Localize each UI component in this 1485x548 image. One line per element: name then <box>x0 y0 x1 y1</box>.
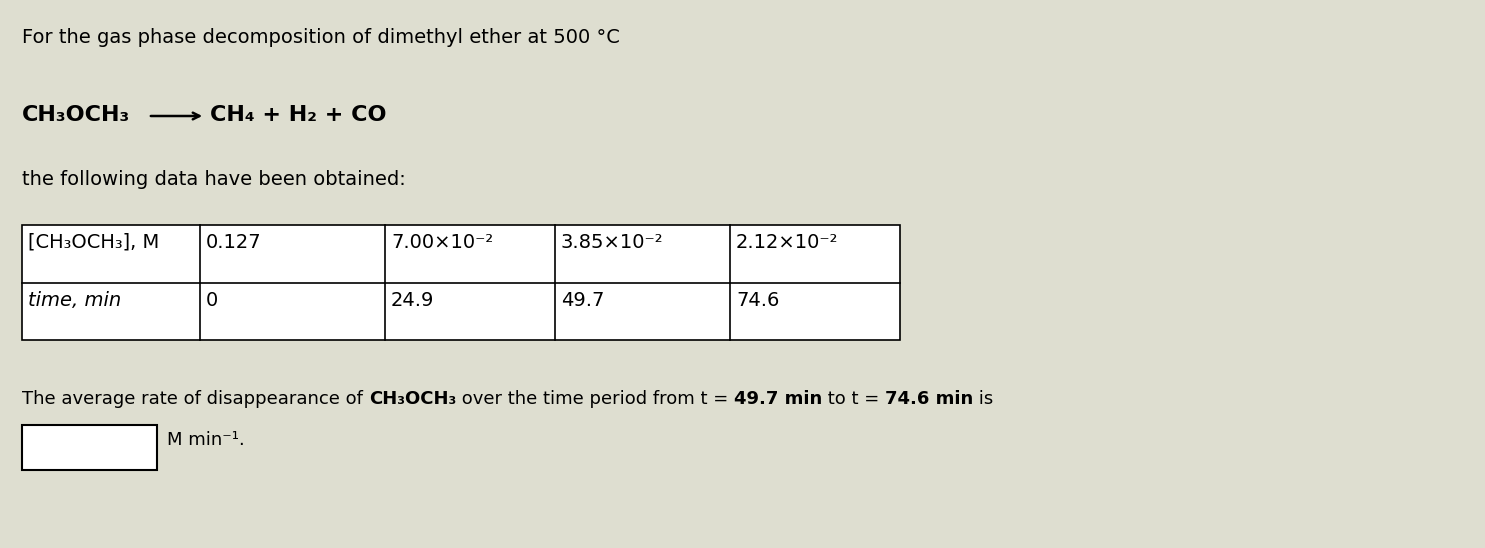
Text: over the time period from t =: over the time period from t = <box>456 390 734 408</box>
Text: CH₄ + H₂ + CO: CH₄ + H₂ + CO <box>209 105 386 125</box>
Bar <box>22 225 900 340</box>
Text: 49.7 min: 49.7 min <box>734 390 823 408</box>
Text: 0: 0 <box>206 290 218 310</box>
Text: CH₃OCH₃: CH₃OCH₃ <box>368 390 456 408</box>
Text: For the gas phase decomposition of dimethyl ether at 500 °C: For the gas phase decomposition of dimet… <box>22 28 619 47</box>
Text: the following data have been obtained:: the following data have been obtained: <box>22 170 405 189</box>
Text: time, min: time, min <box>28 290 122 310</box>
Text: 3.85×10⁻²: 3.85×10⁻² <box>561 233 664 252</box>
Text: 24.9: 24.9 <box>391 290 435 310</box>
Text: [CH₃OCH₃], M: [CH₃OCH₃], M <box>28 233 159 252</box>
Text: 74.6 min: 74.6 min <box>885 390 973 408</box>
Text: to t =: to t = <box>823 390 885 408</box>
Text: CH₃OCH₃: CH₃OCH₃ <box>22 105 131 125</box>
Text: 0.127: 0.127 <box>206 233 261 252</box>
Text: 74.6: 74.6 <box>737 290 780 310</box>
Text: The average rate of disappearance of: The average rate of disappearance of <box>22 390 368 408</box>
Bar <box>22 425 157 470</box>
Text: 49.7: 49.7 <box>561 290 604 310</box>
Text: 2.12×10⁻²: 2.12×10⁻² <box>737 233 839 252</box>
Text: is: is <box>973 390 993 408</box>
Text: 7.00×10⁻²: 7.00×10⁻² <box>391 233 493 252</box>
Text: M min⁻¹.: M min⁻¹. <box>166 431 245 449</box>
